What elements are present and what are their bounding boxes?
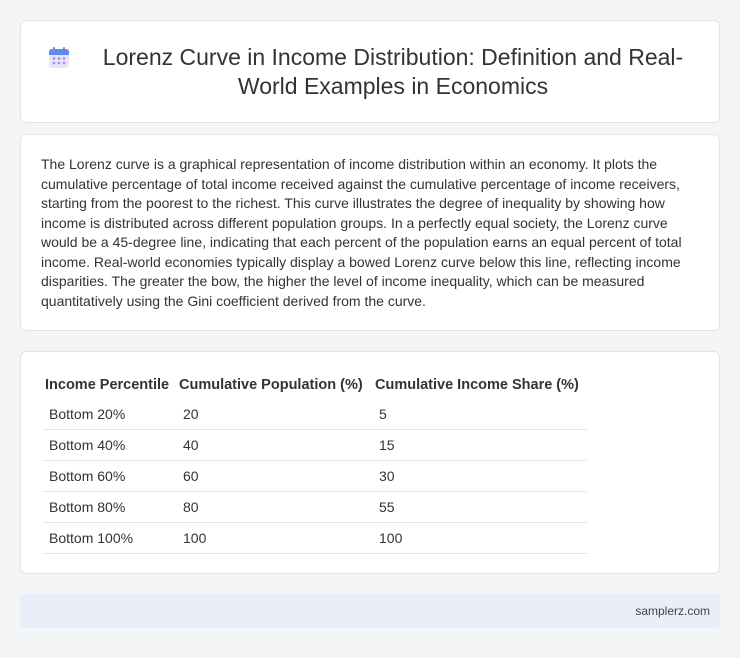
cell-income: 55 [373,491,587,523]
header-cumulative-income: Cumulative Income Share (%) [375,377,579,393]
table-row: Bottom 40% 40 15 [43,429,587,461]
intro-paragraph: The Lorenz curve is a graphical represen… [41,156,682,309]
table-row: Bottom 80% 80 55 [43,491,587,523]
cell-income: 5 [373,398,587,430]
cell-population: 40 [177,429,373,461]
table-row: Bottom 60% 60 30 [43,460,587,492]
cell-population: 80 [177,491,373,523]
table-header-row: Income Percentile Cumulative Population … [43,373,587,398]
cell-percentile: Bottom 60% [43,460,177,492]
page-title: Lorenz Curve in Income Distribution: Def… [102,43,684,99]
calendar-icon [49,46,69,68]
footer-site-link[interactable]: samplerz.com [635,604,710,618]
table-row: Bottom 100% 100 100 [43,522,587,554]
cell-income: 15 [373,429,587,461]
header-income-percentile: Income Percentile [45,377,170,393]
intro-card: The Lorenz curve is a graphical represen… [20,134,720,331]
cell-population: 20 [177,398,373,430]
lorenz-table: Income Percentile Cumulative Population … [43,373,587,554]
cell-percentile: Bottom 100% [43,522,177,554]
cell-population: 60 [177,460,373,492]
table-row: Bottom 20% 20 5 [43,398,587,430]
cell-population: 100 [177,522,373,554]
header-cumulative-population: Cumulative Population (%) [179,377,363,393]
cell-income: 100 [373,522,587,554]
cell-percentile: Bottom 80% [43,491,177,523]
cell-percentile: Bottom 40% [43,429,177,461]
cell-percentile: Bottom 20% [43,398,177,430]
footer: samplerz.com [20,594,720,628]
cell-income: 30 [373,460,587,492]
table-card: Income Percentile Cumulative Population … [20,351,720,574]
header-card: Lorenz Curve in Income Distribution: Def… [20,20,720,123]
